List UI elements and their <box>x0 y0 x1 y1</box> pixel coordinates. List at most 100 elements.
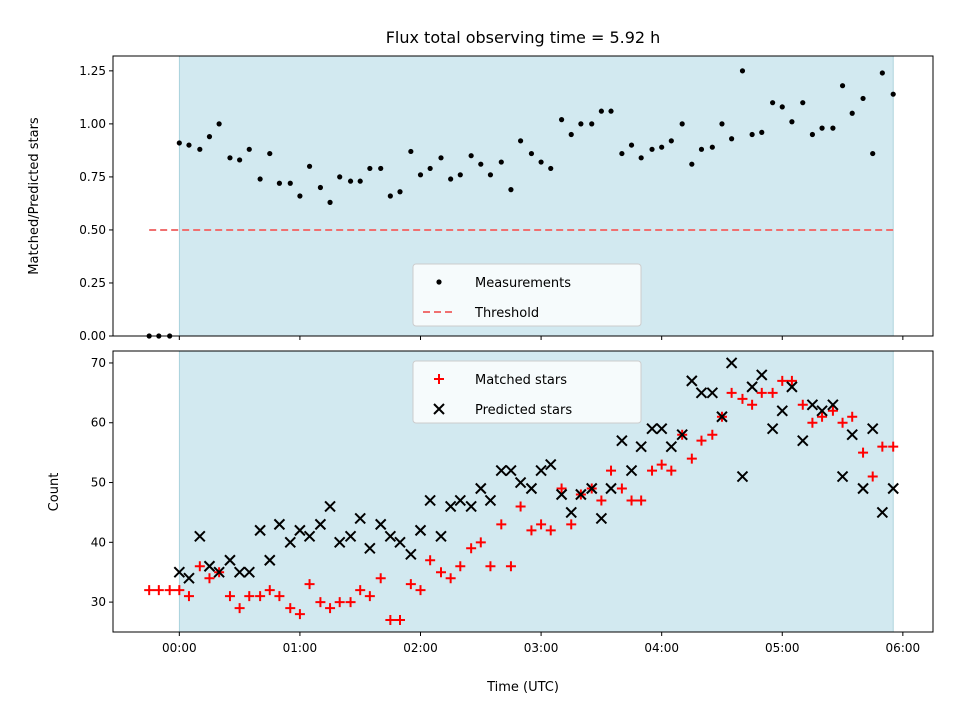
top-series-measurements-point <box>849 110 855 116</box>
top-series-measurements-point <box>598 108 604 114</box>
top-panel-ratio: 0.00 0.25 0.50 0.75 1.00 1.25 Measurements Thre… <box>79 55 934 343</box>
top-legend-box <box>412 263 642 327</box>
top-series-measurements-point <box>438 155 444 161</box>
bottom-series-predicted-stars-point <box>444 500 457 513</box>
bottom-series-matched-stars-point <box>304 579 315 590</box>
bottom-series-predicted-stars-point <box>676 428 688 441</box>
top-series-measurements-point <box>227 155 233 161</box>
bottom-legend-box <box>412 360 642 424</box>
bottom-series-matched-stars-point <box>364 591 375 602</box>
bottom-series-matched-stars-point <box>436 567 446 578</box>
top-series-measurements-point <box>689 161 695 167</box>
bottom-series-predicted-stars-point <box>586 482 598 495</box>
top-series-measurements-point <box>427 165 433 172</box>
bottom-series-predicted-stars-point <box>836 470 849 483</box>
bottom-axes-frame <box>112 350 934 633</box>
top-y-tick-label: 0.25 <box>79 276 106 290</box>
bottom-series-predicted-stars-point <box>655 423 668 435</box>
bottom-series-predicted-stars-point <box>424 494 436 507</box>
bottom-y-axis-label: Count <box>47 473 62 512</box>
bottom-series-predicted-stars-point <box>203 560 216 572</box>
bottom-series-predicted-stars-point <box>213 566 225 578</box>
top-series-measurements-point <box>297 193 303 199</box>
top-series-measurements-point <box>528 150 535 157</box>
bottom-x-tick-label: 01:00 <box>283 641 318 655</box>
bottom-series-predicted-stars-point <box>625 464 638 477</box>
top-series-measurements-point <box>387 193 393 199</box>
top-series-measurements-point <box>397 189 403 195</box>
bottom-x-tick-label: 00:00 <box>162 641 197 655</box>
top-series-measurements-point <box>608 108 614 114</box>
bottom-series-predicted-stars-point <box>414 524 427 537</box>
top-series-measurements-point <box>367 165 373 172</box>
top-series-measurements-point <box>759 129 765 135</box>
top-series-measurements-point <box>789 119 795 125</box>
top-series-measurements-point <box>890 91 896 97</box>
bottom-legend-marker <box>433 403 445 415</box>
bottom-series-matched-stars-point <box>696 435 707 446</box>
bottom-series-matched-stars-point <box>647 465 658 476</box>
top-series-measurements-point <box>568 131 574 138</box>
top-series-measurements-point <box>578 121 584 127</box>
bottom-series-predicted-stars-point <box>695 387 708 399</box>
top-series-measurements-point <box>176 140 182 146</box>
bottom-series-predicted-stars-point <box>786 381 798 393</box>
bottom-series-predicted-stars-point <box>605 482 617 495</box>
top-series-measurements-point <box>679 121 685 127</box>
bottom-series-matched-stars-point <box>375 573 386 584</box>
top-y-tick-label: 0.75 <box>79 170 106 184</box>
bottom-series-predicted-stars-point <box>736 470 749 483</box>
top-series-measurements-point <box>638 155 644 161</box>
bottom-series-matched-stars-point <box>255 591 266 602</box>
bottom-series-predicted-stars-point <box>876 506 889 519</box>
bottom-series-matched-stars-point <box>405 579 416 590</box>
bottom-series-matched-stars-point <box>686 453 697 464</box>
top-y-axis-label: Matched/Predicted stars <box>27 117 42 275</box>
bottom-series-matched-stars-point <box>797 399 808 410</box>
bottom-series-matched-stars-point <box>756 387 767 398</box>
bottom-series-matched-stars-point <box>315 597 326 608</box>
top-series-measurements-point <box>517 138 524 144</box>
top-series-measurements-point <box>457 172 463 178</box>
bottom-series-predicted-stars-point <box>505 464 517 477</box>
bottom-series-predicted-stars-point <box>706 387 719 399</box>
bottom-series-predicted-stars-point <box>746 381 758 393</box>
top-series-measurements-point <box>659 144 665 150</box>
bottom-series-predicted-stars-point <box>565 506 577 519</box>
bottom-series-predicted-stars-point <box>224 554 236 566</box>
bottom-series-matched-stars-point <box>526 525 537 536</box>
top-legend-marker <box>436 279 442 285</box>
top-axes-frame <box>112 55 934 337</box>
top-series-measurements-point <box>809 131 816 138</box>
bottom-series-matched-stars-point <box>726 387 737 398</box>
top-series-measurements-point <box>709 144 715 150</box>
bottom-series-predicted-stars-point <box>555 488 568 501</box>
bottom-x-tick-label: 05:00 <box>765 641 800 655</box>
bottom-series-predicted-stars-point <box>264 554 276 566</box>
top-series-measurements-point <box>800 100 806 106</box>
bottom-series-matched-stars-point <box>285 603 296 614</box>
top-series-measurements-point <box>548 165 554 172</box>
bottom-series-predicted-stars-point <box>454 494 467 507</box>
bottom-series-predicted-stars-point <box>806 399 819 411</box>
bottom-series-predicted-stars-point <box>243 566 255 578</box>
top-series-measurements-point <box>538 159 544 165</box>
x-axis-label: Time (UTC) <box>486 680 559 695</box>
bottom-series-matched-stars-point <box>606 465 617 476</box>
bottom-legend-label: Matched stars <box>475 373 567 388</box>
bottom-y-tick-label: 40 <box>91 535 106 549</box>
bottom-series-matched-stars-point <box>515 501 526 512</box>
top-series-measurements-point <box>327 199 333 205</box>
bottom-series-matched-stars-point <box>466 543 477 554</box>
top-series-measurements-point <box>487 172 494 178</box>
bottom-series-predicted-stars-point <box>405 548 417 560</box>
top-legend-label: Threshold <box>474 306 539 321</box>
top-series-measurements-point <box>870 150 876 157</box>
bottom-series-predicted-stars-point <box>333 536 346 549</box>
bottom-series-matched-stars-point <box>767 387 778 398</box>
bottom-series-predicted-stars-point <box>475 482 487 495</box>
bottom-series-matched-stars-point <box>556 483 567 494</box>
bottom-series-predicted-stars-point <box>374 518 387 531</box>
bottom-series-matched-stars-point <box>737 393 748 404</box>
top-series-measurements-point <box>749 131 755 138</box>
